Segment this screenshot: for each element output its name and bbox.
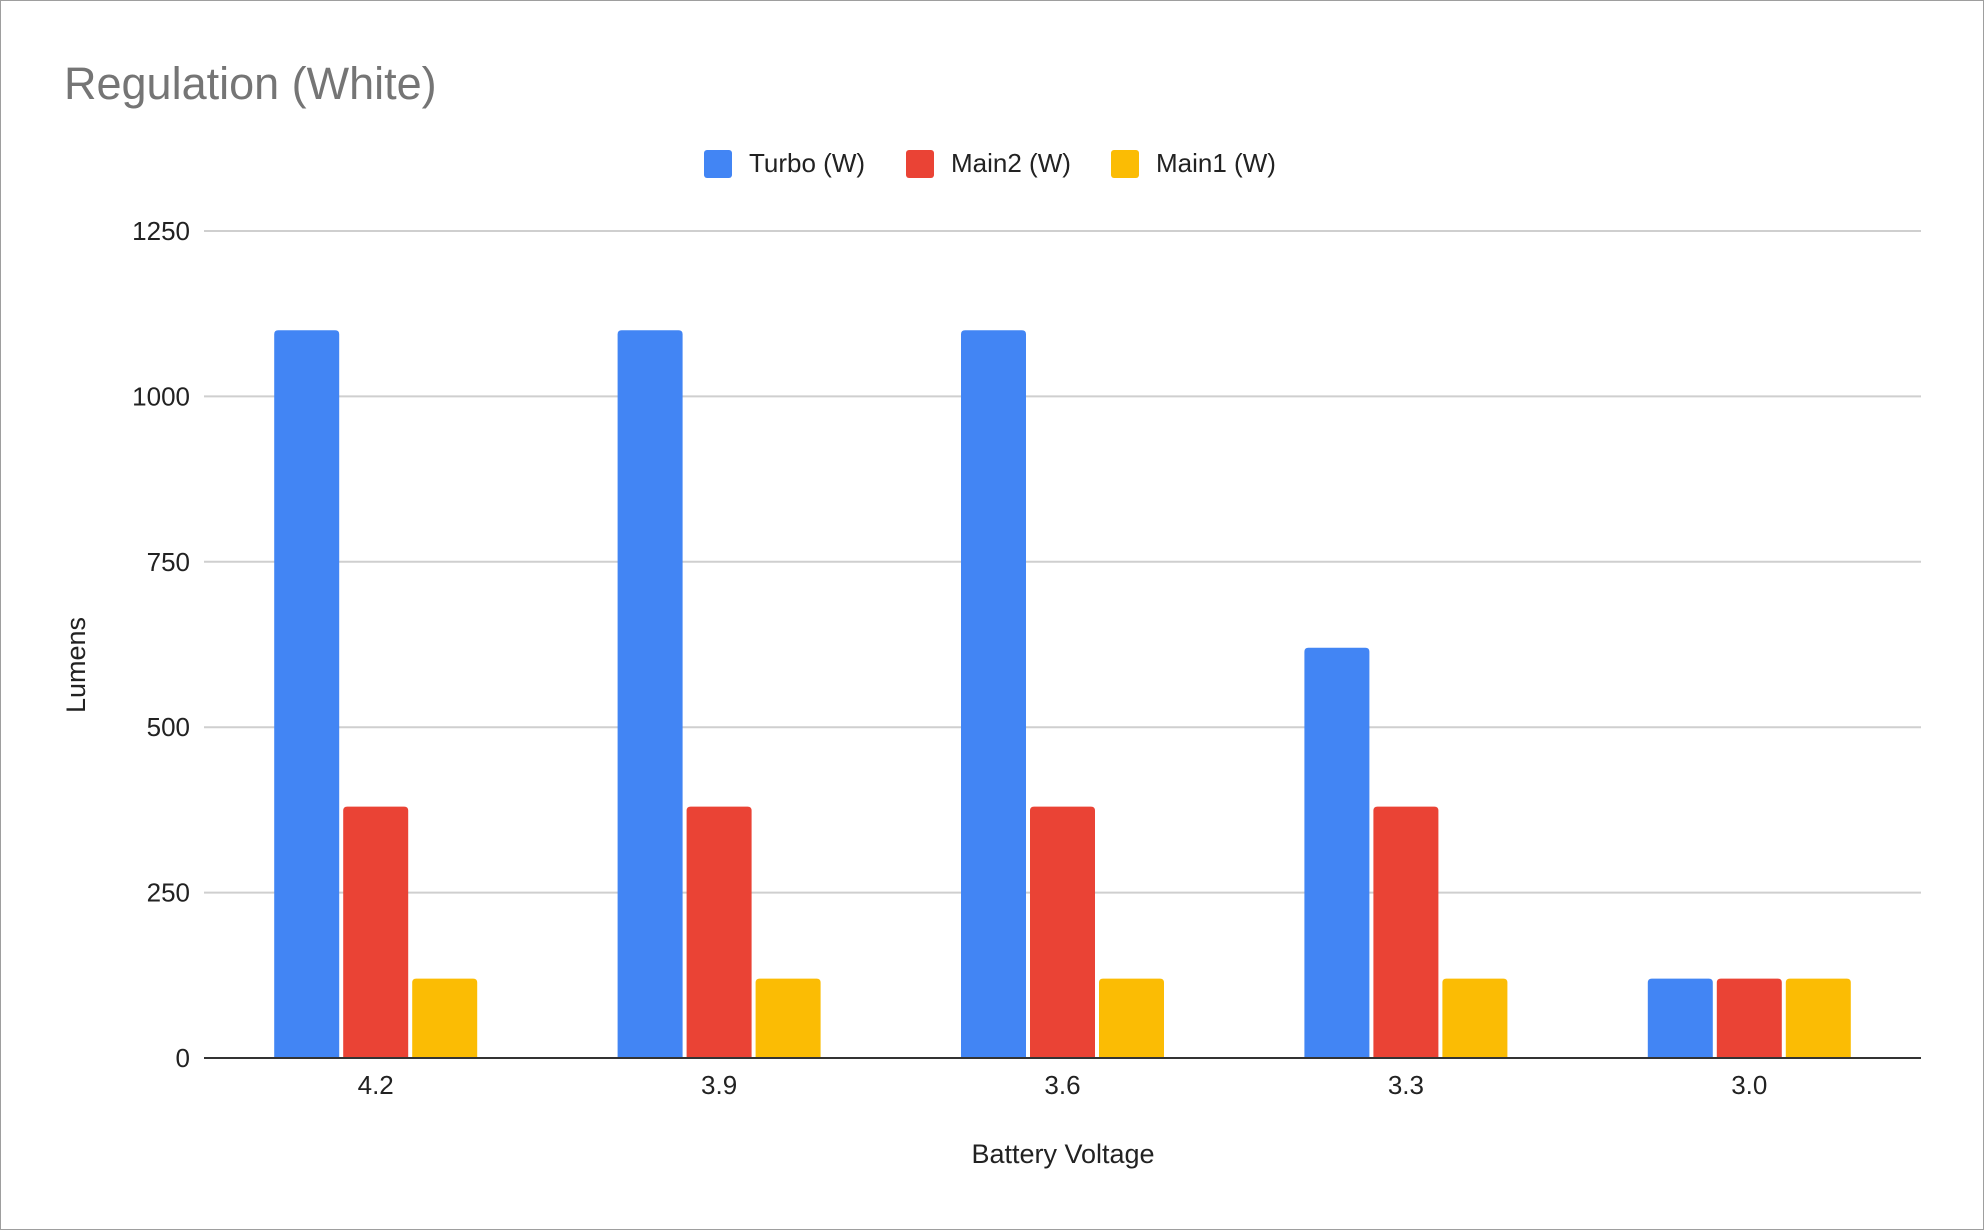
y-tick-label: 750	[147, 547, 190, 577]
bar	[1647, 978, 1713, 1058]
bar	[686, 806, 752, 1058]
bar	[1099, 978, 1164, 1058]
legend-swatch-turbo	[704, 150, 732, 178]
bar	[1030, 806, 1095, 1058]
y-tick-label: 1250	[132, 216, 190, 246]
legend-label-main2: Main2 (W)	[951, 148, 1071, 178]
y-tick-label: 250	[147, 878, 190, 908]
x-tick-label: 4.2	[358, 1070, 394, 1100]
x-tick-label: 3.0	[1731, 1070, 1767, 1100]
bar	[755, 978, 821, 1058]
legend-swatch-main1	[1111, 150, 1139, 178]
bar	[617, 330, 683, 1058]
bar	[1442, 978, 1508, 1058]
y-axis-label: Lumens	[61, 617, 91, 713]
x-tick-label: 3.6	[1044, 1070, 1080, 1100]
chart-title: Regulation (White)	[64, 58, 437, 109]
x-tick-label: 3.9	[701, 1070, 737, 1100]
y-tick-label: 500	[147, 712, 190, 742]
bar	[1373, 806, 1439, 1058]
bar	[961, 330, 1026, 1058]
bar	[1785, 978, 1851, 1058]
bar	[412, 978, 478, 1058]
y-tick-label: 1000	[132, 381, 190, 411]
y-tick-label: 0	[176, 1043, 190, 1073]
legend: Turbo (W) Main2 (W) Main1 (W)	[704, 148, 1276, 178]
legend-label-main1: Main1 (W)	[1156, 148, 1276, 178]
x-axis-label: Battery Voltage	[971, 1139, 1154, 1169]
bar	[1716, 978, 1782, 1058]
bar	[343, 806, 409, 1058]
x-axis-ticks: 4.2 3.9 3.6 3.3 3.0	[358, 1070, 1768, 1100]
y-axis-ticks: 0 250 500 750 1000 1250	[132, 216, 190, 1073]
legend-label-turbo: Turbo (W)	[749, 148, 865, 178]
gridlines	[204, 230, 1921, 894]
legend-swatch-main2	[906, 150, 934, 178]
x-tick-label: 3.3	[1388, 1070, 1424, 1100]
bar	[274, 330, 340, 1058]
bars	[274, 330, 1851, 1058]
bar	[1304, 647, 1370, 1058]
